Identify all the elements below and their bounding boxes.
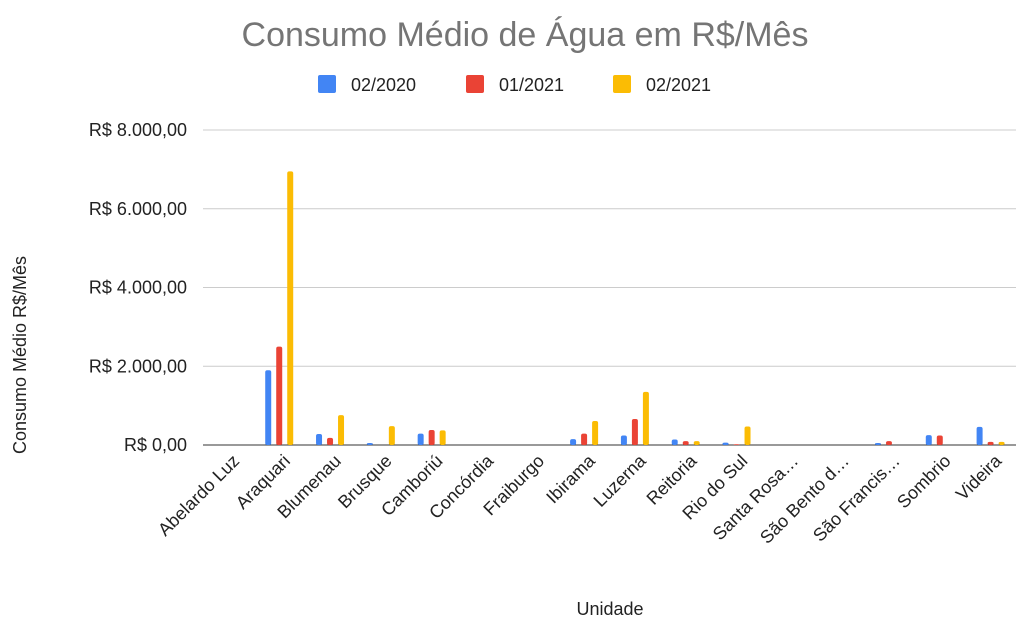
bar xyxy=(682,441,689,445)
chart-title: Consumo Médio de Água em R$/Mês xyxy=(242,16,809,54)
bar xyxy=(439,430,446,445)
bar xyxy=(671,439,678,445)
bar xyxy=(631,419,638,445)
bar xyxy=(722,442,729,445)
bar xyxy=(693,441,700,445)
bar xyxy=(925,435,932,445)
y-axis-title: Consumo Médio R$/Mês xyxy=(10,256,30,454)
x-tick-label: São Bento d… xyxy=(756,451,853,548)
bar xyxy=(570,439,577,445)
bar xyxy=(998,441,1005,445)
bar xyxy=(744,426,751,445)
x-axis-title: Unidade xyxy=(576,599,643,619)
y-tick-label: R$ 0,00 xyxy=(124,435,187,455)
bar xyxy=(620,435,627,445)
legend-label: 02/2021 xyxy=(646,75,711,95)
bar xyxy=(976,426,983,445)
legend-swatch xyxy=(318,75,336,93)
bar xyxy=(581,433,588,445)
y-tick-label: R$ 4.000,00 xyxy=(89,278,187,298)
y-tick-label: R$ 6.000,00 xyxy=(89,199,187,219)
legend-label: 02/2020 xyxy=(351,75,416,95)
bar xyxy=(885,441,892,445)
bar xyxy=(388,426,395,445)
bar xyxy=(338,415,345,445)
x-tick-label: Abelardo Luz xyxy=(154,451,243,540)
x-tick-label: Videira xyxy=(952,450,1006,504)
bar xyxy=(592,420,599,445)
bar xyxy=(366,443,373,445)
x-tick-label: Sombrio xyxy=(893,451,955,513)
x-tick-label: São Francis… xyxy=(809,451,904,546)
legend-label: 01/2021 xyxy=(499,75,564,95)
x-tick-label: Luzerna xyxy=(590,450,651,511)
y-tick-label: R$ 8.000,00 xyxy=(89,120,187,140)
bar xyxy=(327,437,334,445)
bar xyxy=(276,346,283,445)
bar xyxy=(417,433,424,445)
bar xyxy=(733,444,740,445)
bar xyxy=(936,435,943,445)
legend-swatch xyxy=(613,75,631,93)
bar xyxy=(428,430,435,445)
bar xyxy=(287,171,294,445)
bar xyxy=(316,433,323,445)
bar xyxy=(265,370,272,445)
legend-swatch xyxy=(466,75,484,93)
bar xyxy=(642,391,649,445)
bar xyxy=(874,443,881,445)
y-tick-label: R$ 2.000,00 xyxy=(89,356,187,376)
bar xyxy=(987,441,994,445)
